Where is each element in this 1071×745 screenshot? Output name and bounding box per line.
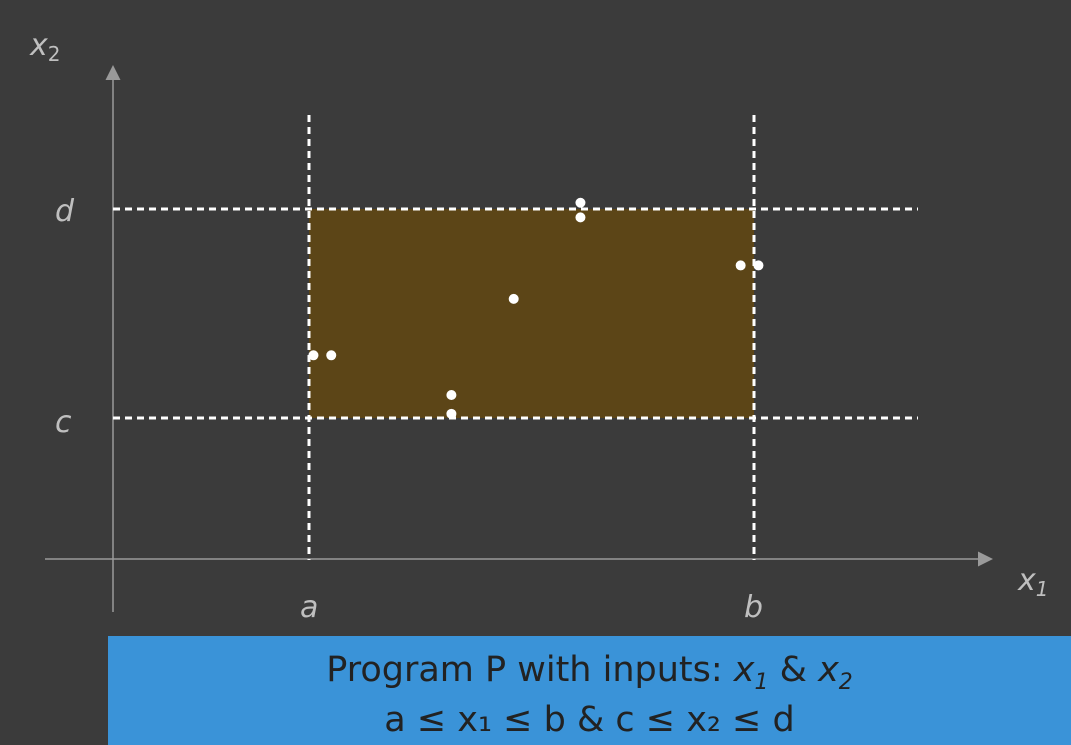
banner-line-2: a ≤ x₁ ≤ b & c ≤ x₂ ≤ d [384,700,795,740]
sample-point [446,408,457,419]
sample-point [735,260,746,271]
sample-points [308,197,764,419]
program-description-banner: Program P with inputs: x1 & x2 a ≤ x₁ ≤ … [108,636,1071,745]
input-domain-diagram: x2 x1 d c a b [29,28,1049,625]
banner-prefix: Program P with inputs: [326,650,734,690]
sample-point [308,350,319,361]
x1-axis-label: x1 [1017,563,1049,601]
banner-line-1: Program P with inputs: x1 & x2 [108,650,1071,703]
sample-point [508,293,519,304]
tick-label-b: b [744,590,763,625]
valid-input-region [309,209,754,418]
x2-axis-label: x2 [29,28,61,66]
sample-point [326,350,337,361]
banner-amp: & [768,650,819,690]
sample-point [753,260,764,271]
sample-point [575,212,586,223]
sample-point [575,197,586,208]
banner-x1: x [733,650,755,690]
tick-label-a: a [300,590,318,625]
tick-label-c: c [55,405,72,440]
sample-point [446,390,457,401]
tick-label-d: d [55,194,75,229]
banner-x2-sub: 2 [838,670,853,695]
banner-x1-sub: 1 [754,670,769,695]
banner-x2: x [818,650,839,690]
